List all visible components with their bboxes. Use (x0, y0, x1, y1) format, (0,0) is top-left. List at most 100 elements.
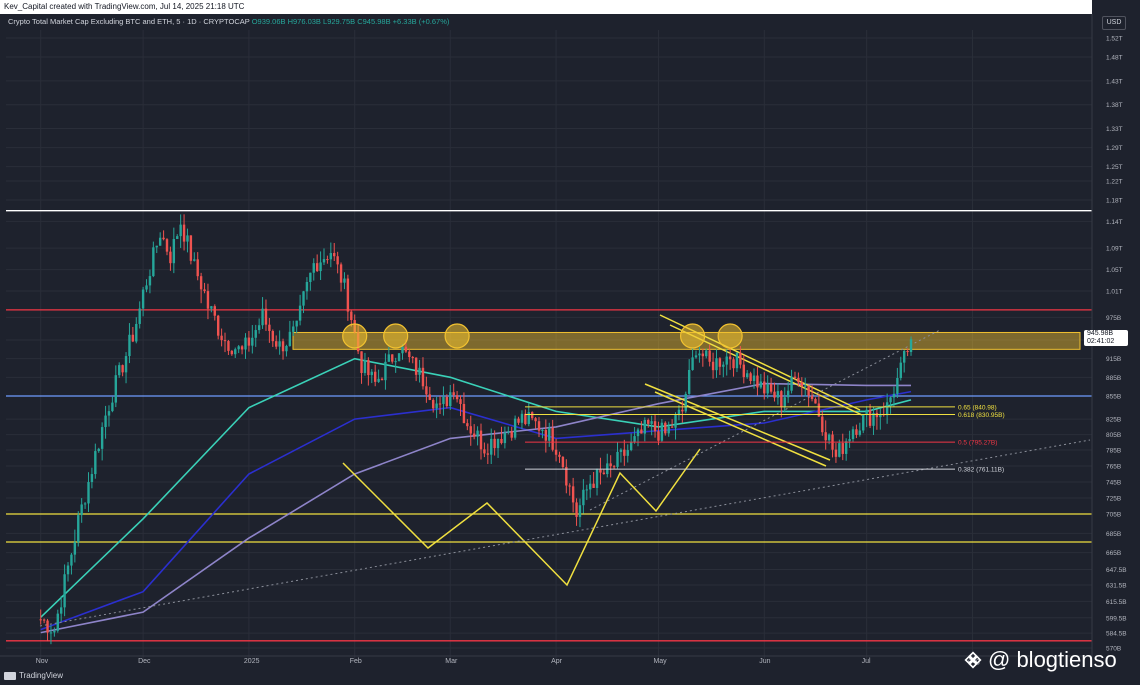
candle-body (148, 276, 152, 286)
candle-body (135, 323, 138, 342)
watermark-text: @ blogtienso (988, 647, 1117, 672)
moving-average-line (40, 390, 912, 631)
candle-body (640, 429, 643, 434)
candle-body (793, 376, 797, 378)
candle-body (302, 291, 305, 306)
candle-body (210, 306, 213, 309)
candle-body (554, 449, 558, 455)
candle-body (800, 382, 804, 387)
candle-body (322, 259, 326, 263)
price-tick-label: 1.29T (1106, 145, 1123, 152)
circle-markers (342, 323, 743, 349)
candle-body (141, 289, 145, 309)
candle-body (42, 619, 46, 621)
candle-body (589, 483, 592, 490)
candle-body (193, 259, 196, 261)
price-tick-label: 745B (1106, 480, 1121, 487)
time-tick-label: 2025 (244, 658, 260, 665)
candle-body (490, 438, 493, 455)
candle-body (333, 253, 336, 257)
candle-body (862, 414, 865, 431)
candle-body (609, 463, 612, 467)
time-tick-label: Jul (862, 658, 871, 665)
candle-body (449, 392, 452, 407)
candle-body (97, 448, 100, 452)
price-tick-label: 975B (1106, 315, 1121, 322)
candle-body (510, 431, 513, 438)
fib-levels: 0.65 (840.98)0.618 (830.95B) 0.5 (795.27B… (525, 404, 1005, 474)
candle-body (155, 245, 158, 248)
candle-body (425, 386, 428, 395)
candle-body (298, 305, 302, 321)
candle-body (363, 359, 367, 373)
candle-body (87, 482, 90, 504)
candle-body (319, 262, 322, 272)
candle-body (687, 369, 691, 394)
candle-body (401, 346, 404, 354)
candle-body (370, 371, 373, 376)
candle-body (234, 349, 237, 355)
price-tick-label: 805B (1106, 432, 1121, 439)
candle-body (759, 381, 763, 388)
price-tick-label: 765B (1106, 464, 1121, 471)
candles (39, 214, 913, 645)
candle-body (176, 236, 179, 240)
candle-body (227, 341, 230, 351)
candle-body (469, 426, 472, 434)
candle-body (77, 515, 80, 543)
candle-body (182, 224, 186, 242)
candle-body (571, 486, 575, 503)
candle-body (763, 381, 766, 394)
candle-body (810, 395, 814, 400)
candle-body (292, 326, 295, 332)
candle-body (428, 394, 431, 400)
candle-body (186, 235, 189, 242)
price-tick-label: 584.5B (1106, 631, 1127, 638)
chart-grid (6, 30, 1092, 660)
candle-body (524, 413, 527, 425)
candle-body (206, 291, 210, 309)
candle-body (271, 330, 274, 342)
candle-body (312, 263, 315, 273)
candle-body (530, 412, 534, 419)
candle-body (548, 427, 551, 441)
chart-credit: Kev_Capital created with TradingView.com… (4, 2, 245, 11)
candle-body (397, 353, 401, 362)
watermark: @ blogtienso (964, 646, 1117, 674)
candle-body (776, 391, 780, 398)
candle-body (664, 422, 667, 434)
candle-body (380, 378, 384, 381)
candle-body (868, 409, 872, 426)
price-tick-label: 785B (1106, 448, 1121, 455)
candle-body (377, 378, 380, 382)
candle-body (438, 403, 442, 405)
candle-body (367, 359, 370, 376)
candle-body (565, 467, 568, 486)
candle-body (725, 356, 728, 365)
price-tick-label: 1.09T (1106, 246, 1123, 253)
candle-body (602, 472, 606, 475)
candle-body (657, 431, 660, 441)
candle-body (432, 399, 435, 409)
price-tick-label: 1.33T (1106, 126, 1123, 133)
candle-body (544, 429, 548, 441)
last-price-countdown: 02:41:02 (1087, 338, 1115, 345)
time-tick-label: Apr (551, 658, 563, 665)
candle-body (94, 451, 97, 475)
candle-body (708, 350, 711, 362)
candle-body (442, 396, 445, 404)
time-tick-label: Feb (350, 658, 362, 665)
candle-body (240, 346, 244, 350)
candle-body (169, 251, 172, 264)
candle-body (892, 393, 896, 398)
candle-body (244, 337, 247, 350)
tradingview-icon (4, 671, 16, 680)
currency-button[interactable]: USD (1102, 16, 1126, 30)
candle-body (718, 358, 722, 367)
candle-body (534, 418, 537, 422)
candle-body (63, 574, 66, 608)
candle-body (53, 630, 56, 633)
candle-body (643, 419, 647, 434)
candle-body (821, 416, 824, 433)
